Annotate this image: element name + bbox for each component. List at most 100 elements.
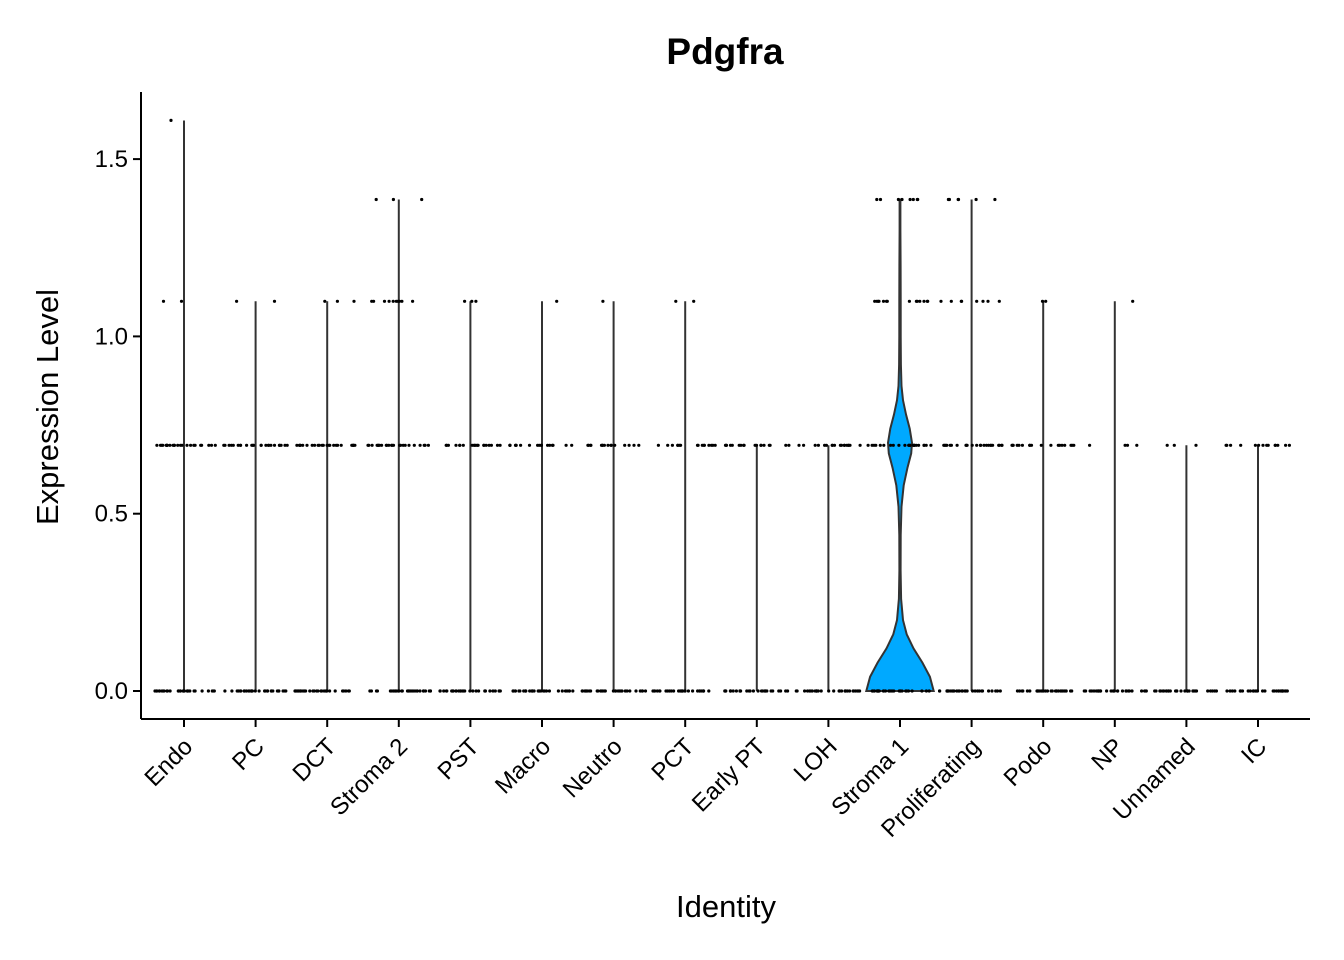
data-point [305,443,309,447]
data-point [674,299,678,303]
data-point [333,689,337,693]
data-point [1015,689,1020,693]
data-point [1161,689,1165,693]
data-point [637,443,641,447]
data-point [900,689,904,693]
data-point [580,689,584,693]
data-point [838,689,842,693]
data-point [813,443,817,447]
data-point [158,443,163,447]
data-point [463,299,467,303]
data-point [918,299,922,303]
data-point [754,443,759,447]
data-point [213,443,217,447]
data-point [415,689,419,693]
data-point [997,443,1001,447]
data-point [794,689,798,693]
data-point [457,689,461,693]
data-point [802,443,806,447]
data-point [570,443,574,447]
data-point [702,443,706,447]
data-point [209,443,214,447]
data-point [1253,443,1257,447]
data-point [911,197,915,202]
data-point [1135,443,1139,447]
data-point [272,299,277,303]
data-point [272,443,277,447]
data-point [640,689,644,693]
data-point [463,689,467,693]
data-point [787,443,791,447]
data-point [1126,689,1130,693]
data-point [1265,443,1269,447]
data-point [881,299,886,303]
data-point [420,197,424,202]
data-point [483,689,487,693]
data-point [993,197,997,202]
data-point [771,689,775,693]
data-point [323,299,327,303]
data-point [664,689,668,693]
data-point [394,299,398,303]
data-point [816,443,821,447]
data-point [670,443,675,447]
data-point [391,443,396,447]
data-point [310,443,314,447]
data-point [866,443,870,447]
data-point [602,689,606,693]
data-point [878,197,883,202]
data-point [264,443,268,447]
data-point [609,443,613,447]
data-point [1015,443,1019,447]
data-point [876,299,880,303]
data-point [567,689,572,693]
data-point [929,443,933,447]
data-point [946,197,951,202]
data-point [676,443,680,447]
data-point [336,443,340,447]
data-point [855,689,860,693]
data-point [959,299,963,303]
data-point [759,443,763,447]
data-point [176,443,180,447]
data-point [917,443,921,447]
data-point [994,689,998,693]
data-point [1164,689,1168,693]
data-point [908,197,912,202]
data-point [1246,689,1250,693]
x-tick-label: PCT [646,733,699,786]
data-point [1210,689,1215,693]
data-point [907,443,911,447]
data-point [982,443,986,447]
data-point [632,443,636,447]
data-point [1000,443,1004,447]
data-point [652,689,656,693]
data-point [211,689,215,693]
data-point [838,443,843,447]
data-point [374,197,378,202]
data-point [882,443,886,447]
data-point [277,689,281,693]
data-point [827,689,831,693]
data-point [1088,689,1092,693]
data-point [418,443,422,447]
data-point [527,443,532,447]
data-point [1092,689,1096,693]
data-point [1251,689,1255,693]
data-point [428,689,432,693]
data-point [897,443,901,447]
data-point [1229,443,1233,447]
data-point [814,689,819,693]
data-point [530,689,534,693]
data-point [281,689,285,693]
data-point [571,689,575,693]
data-point [454,689,458,693]
data-point [981,299,985,303]
data-point [623,443,627,447]
data-point [973,689,977,693]
x-tick-label: Neutro [558,733,628,803]
data-point [1054,689,1058,693]
data-point [1063,443,1067,447]
data-point [511,689,515,693]
